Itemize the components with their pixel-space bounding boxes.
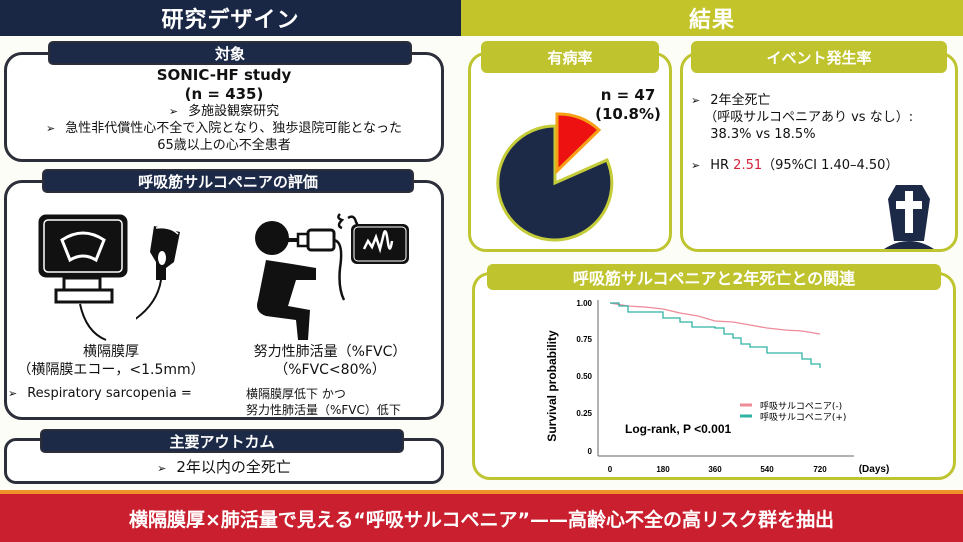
bullet-population: 急性非代償性心不全で入院となり、独歩退院可能となった [4,120,444,137]
subjects-content: SONIC-HF study (n = 435) 多施設観察研究 急性非代償性心… [4,66,444,154]
x-tick: 720 [813,465,827,474]
definition: Respiratory sarcopenia = 横隔膜厚低下 かつ 努力性肺活… [8,386,444,418]
mortality-values: 38.3% vs 18.5% [710,127,816,142]
event-rate-tab: イベント発生率 [691,41,947,73]
diaphragm-label: 横隔膜厚 （横隔膜エコー，<1.5mm） [6,343,216,379]
ultrasound-probe-icon [136,226,180,320]
prevalence-pie-chart [496,112,614,242]
x-axis-label: (Days) [859,464,890,475]
legend-negative: 呼吸サルコペニア(-) [760,401,842,412]
mortality-groups: （呼吸サルコペニアあり vs なし）: [704,110,914,125]
km-tab-label: 呼吸筋サルコペニアと2年死亡との関連 [572,269,856,288]
spirometer-monitor-icon [351,224,409,264]
fvc-criterion: （%FVC<80%） [274,362,386,378]
km-box [472,272,956,480]
conclusion-text: 横隔膜厚×肺活量で見える“呼吸サルコペニア”——高齢心不全の高リスク群を抽出 [129,508,834,531]
results-title: 結果 [688,8,735,33]
subjects-tab: 対象 [48,41,412,65]
study-design-header: 研究デザイン [0,0,461,36]
outcome-item: 2年以内の全死亡 [4,456,444,477]
prevalence-tab: 有病率 [481,41,659,73]
prevalence-tab-label: 有病率 [547,48,593,67]
km-curve-negative [609,302,821,335]
event-rate-tab-label: イベント発生率 [766,48,872,67]
outcome-tab: 主要アウトカム [40,429,404,453]
outcome-text: 2年以内の全死亡 [157,458,291,476]
definition-prefix: Respiratory sarcopenia = [8,386,246,402]
mortality-label: 2年全死亡 [710,93,771,108]
results-header: 結果 [461,0,963,36]
coffin-cross-icon [884,185,934,249]
fvc-title: 努力性肺活量（%FVC） [253,344,407,360]
bullet-text: 多施設観察研究 [169,104,279,119]
x-tick: 180 [656,465,670,474]
definition-line1: 横隔膜厚低下 かつ [246,387,346,401]
definition-line2: 努力性肺活量（%FVC）低下 [246,403,401,417]
study-n: (n = 435) [184,85,264,103]
evaluation-tab: 呼吸筋サルコペニアの評価 [42,169,414,193]
y-tick: 0 [588,447,593,456]
legend-positive: 呼吸サルコペニア(+) [760,412,846,423]
bullet-text: 急性非代償性心不全で入院となり、独歩退院可能となった [46,121,402,136]
hr-value: 2.51 [733,158,763,173]
hr-ci: （95%CI 1.40–4.50） [762,158,899,173]
km-tab: 呼吸筋サルコペニアと2年死亡との関連 [487,264,941,290]
x-tick: 0 [608,465,613,474]
y-tick: 0.50 [576,372,592,381]
spirometry-person-icon [255,213,359,340]
diaphragm-title: 横隔膜厚 [83,344,139,360]
conclusion-banner: 横隔膜厚×肺活量で見える“呼吸サルコペニア”——高齢心不全の高リスク群を抽出 [0,490,963,542]
outcome-tab-label: 主要アウトカム [169,432,275,451]
bullet-icon [691,157,710,174]
y-axis-label: Survival probability [545,330,559,442]
x-tick: 360 [708,465,722,474]
km-curve-positive [610,302,821,368]
study-design-title: 研究デザイン [161,8,300,33]
bullet-population-cont: 65歳以上の心不全患者 [157,138,291,153]
y-tick: 0.25 [576,409,592,418]
y-tick: 0.75 [576,335,592,344]
prevalence-label: n = 47 (10.8%) [588,86,668,124]
prevalence-pct: (10.8%) [595,105,661,123]
evaluation-tab-label: 呼吸筋サルコペニアの評価 [138,172,318,191]
fvc-label: 努力性肺活量（%FVC） （%FVC<80%） [218,343,442,379]
logrank-annotation: Log-rank, P <0.001 [625,422,731,436]
x-tick: 540 [760,465,774,474]
y-tick: 1.00 [576,299,592,308]
study-name: SONIC-HF study [156,66,292,84]
hr-prefix: HR [710,158,734,173]
bullet-multicenter: 多施設観察研究 [4,103,444,120]
diaphragm-criterion: （横隔膜エコー，<1.5mm） [17,362,205,378]
subjects-tab-label: 対象 [214,44,245,63]
prevalence-n: n = 47 [600,86,656,104]
event-rate-content: 2年全死亡 （呼吸サルコペニアあり vs なし）: 38.3% vs 18.5%… [691,92,951,174]
km-chart: Survival probability 1.00 0.75 0.50 0.25… [545,299,890,475]
ultrasound-machine-icon [38,214,128,341]
